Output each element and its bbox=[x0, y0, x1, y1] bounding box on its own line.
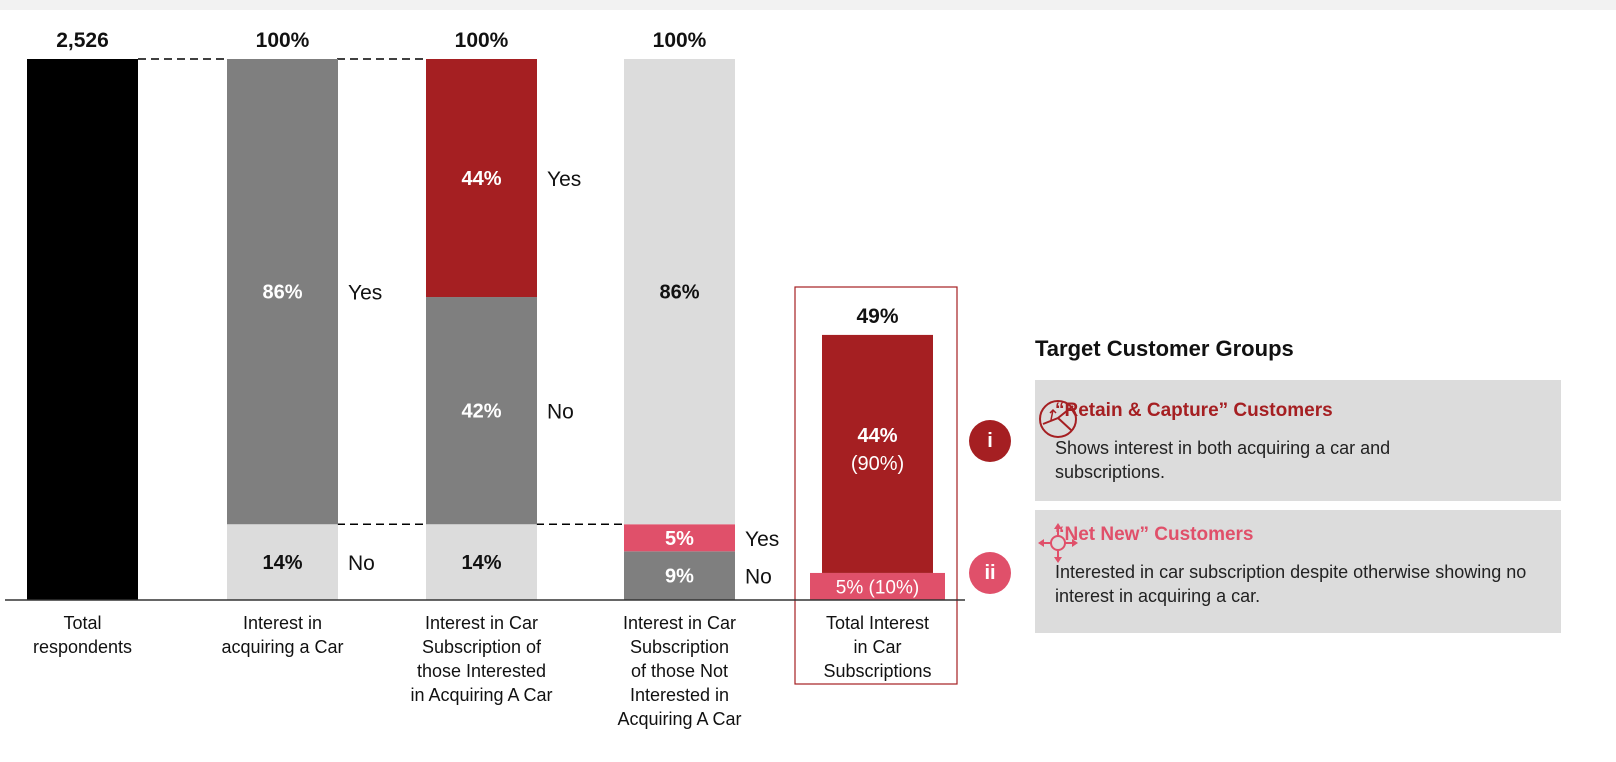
category-label: Interested in bbox=[630, 685, 729, 705]
bar-segment bbox=[810, 572, 945, 600]
group-title: “Retain & Capture” Customers bbox=[1055, 400, 1333, 421]
category-label: in Car bbox=[853, 637, 901, 657]
group-net-new: “Net New” Customers Interested in car su… bbox=[1035, 510, 1561, 633]
category-label: those Interested bbox=[417, 661, 546, 681]
category-label: Subscription bbox=[630, 637, 729, 657]
panel-title: Target Customer Groups bbox=[1035, 336, 1294, 361]
bar-segment bbox=[27, 59, 138, 600]
waterfall-chart: 2,526 Total respondents 14% No 86% Yes 100% Inte… bbox=[5, 29, 965, 729]
bar-segment bbox=[624, 524, 735, 552]
bar-segment bbox=[426, 524, 537, 600]
segment-label: 9% bbox=[665, 566, 694, 588]
side-label: Yes bbox=[745, 528, 779, 551]
segment-label: 44% bbox=[857, 425, 897, 447]
group-description: Shows interest in both acquiring a car a… bbox=[1055, 438, 1391, 482]
segment-label: 14% bbox=[461, 552, 501, 574]
segment-label: 44% bbox=[461, 168, 501, 190]
bar-segment bbox=[624, 551, 735, 600]
side-label: No bbox=[745, 566, 772, 589]
side-label: Yes bbox=[547, 168, 581, 191]
category-label: Subscriptions bbox=[823, 661, 931, 681]
segment-label: 5% bbox=[665, 528, 694, 550]
category-label: Interest in Car bbox=[623, 613, 736, 633]
category-label: Subscription of bbox=[422, 637, 542, 657]
category-label: Total Interest bbox=[826, 613, 929, 633]
top-label: 100% bbox=[256, 29, 310, 52]
badge-ii: ii bbox=[969, 552, 1011, 594]
top-label: 49% bbox=[856, 305, 898, 328]
top-label: 2,526 bbox=[56, 29, 109, 52]
bar-segment bbox=[227, 59, 338, 525]
direction-arrows-icon bbox=[1038, 523, 1078, 563]
segment-label: 14% bbox=[262, 552, 302, 574]
category-label: Acquiring A Car bbox=[617, 709, 741, 729]
segment-label: 86% bbox=[262, 282, 302, 304]
group-title: “Net New” Customers bbox=[1055, 524, 1254, 545]
bar-segment bbox=[426, 59, 537, 298]
category-label: Total bbox=[63, 613, 101, 633]
bar-segment bbox=[822, 334, 933, 573]
segment-label: 86% bbox=[659, 282, 699, 304]
bar-segment bbox=[227, 524, 338, 600]
bar-segment bbox=[426, 297, 537, 525]
highlight-box bbox=[794, 286, 958, 685]
side-label: Yes bbox=[348, 282, 382, 305]
steering-wheel-icon bbox=[1039, 400, 1077, 438]
top-label: 100% bbox=[455, 29, 509, 52]
category-label: Interest in Car bbox=[425, 613, 538, 633]
category-label: acquiring a Car bbox=[221, 637, 343, 657]
group-retain-capture: “Retain & Capture” Customers Shows inter… bbox=[1035, 380, 1561, 501]
bar-segment bbox=[624, 59, 735, 525]
top-band bbox=[0, 0, 1616, 10]
group-description: Interested in car subscription despite o… bbox=[1055, 562, 1527, 606]
category-label: respondents bbox=[33, 637, 132, 657]
side-label: No bbox=[348, 552, 375, 575]
segment-sublabel: (90%) bbox=[851, 453, 904, 475]
category-label: of those Not bbox=[631, 661, 728, 681]
category-label: Interest in bbox=[243, 613, 322, 633]
badge-i: i bbox=[969, 420, 1011, 462]
segment-label: 5% (10%) bbox=[836, 577, 919, 598]
side-label: No bbox=[547, 401, 574, 424]
segment-label: 42% bbox=[461, 401, 501, 423]
top-label: 100% bbox=[653, 29, 707, 52]
category-label: in Acquiring A Car bbox=[410, 685, 552, 705]
